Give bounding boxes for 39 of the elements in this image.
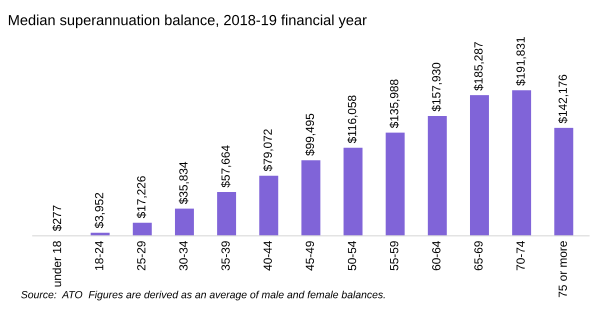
x-tick-label: 70-74 (516, 240, 525, 270)
data-label: $79,072 (263, 129, 274, 172)
bar (259, 176, 278, 236)
x-tick-label: under 18 (52, 241, 62, 286)
data-label: $277 (52, 206, 62, 232)
bar (470, 95, 489, 236)
bar (217, 192, 236, 236)
x-tick-label: 35-39 (221, 241, 230, 270)
data-label: $17,226 (136, 176, 147, 218)
data-label: $191,831 (516, 37, 526, 86)
data-label: $142,176 (558, 74, 568, 124)
data-label: $116,058 (347, 95, 358, 144)
x-tick-label: 25-29 (137, 241, 146, 270)
bar (512, 90, 532, 236)
data-label: $185,287 (474, 42, 484, 91)
data-label: $35,834 (178, 162, 190, 204)
bar (301, 160, 320, 236)
data-label: $3,952 (94, 192, 105, 228)
x-tick-label: 50-54 (348, 240, 356, 270)
data-label: $57,664 (220, 145, 232, 188)
x-tick-label: 55-59 (390, 241, 398, 270)
x-tick-label: 75 or more (558, 241, 567, 298)
bar (344, 148, 363, 236)
data-label: $99,495 (305, 114, 316, 156)
bar (174, 208, 194, 236)
x-tick-label: 60-64 (432, 240, 440, 270)
source-note: Source: ATO Figures are derived as an average of male and female balances. (21, 290, 385, 300)
bar (428, 116, 447, 236)
bar (554, 128, 574, 236)
x-tick-label: 65-69 (474, 241, 483, 270)
data-label: $157,930 (432, 62, 442, 112)
x-tick-label: 30-34 (179, 240, 188, 270)
data-label: $135,988 (389, 79, 400, 128)
chart-title: Median superannuation balance, 2018-19 financial year (8, 14, 367, 28)
x-tick-label: 45-49 (306, 241, 314, 271)
x-tick-label: 40-44 (264, 240, 272, 271)
bar (132, 222, 152, 236)
x-tick-label: 18-24 (94, 240, 104, 270)
bar (386, 132, 405, 236)
